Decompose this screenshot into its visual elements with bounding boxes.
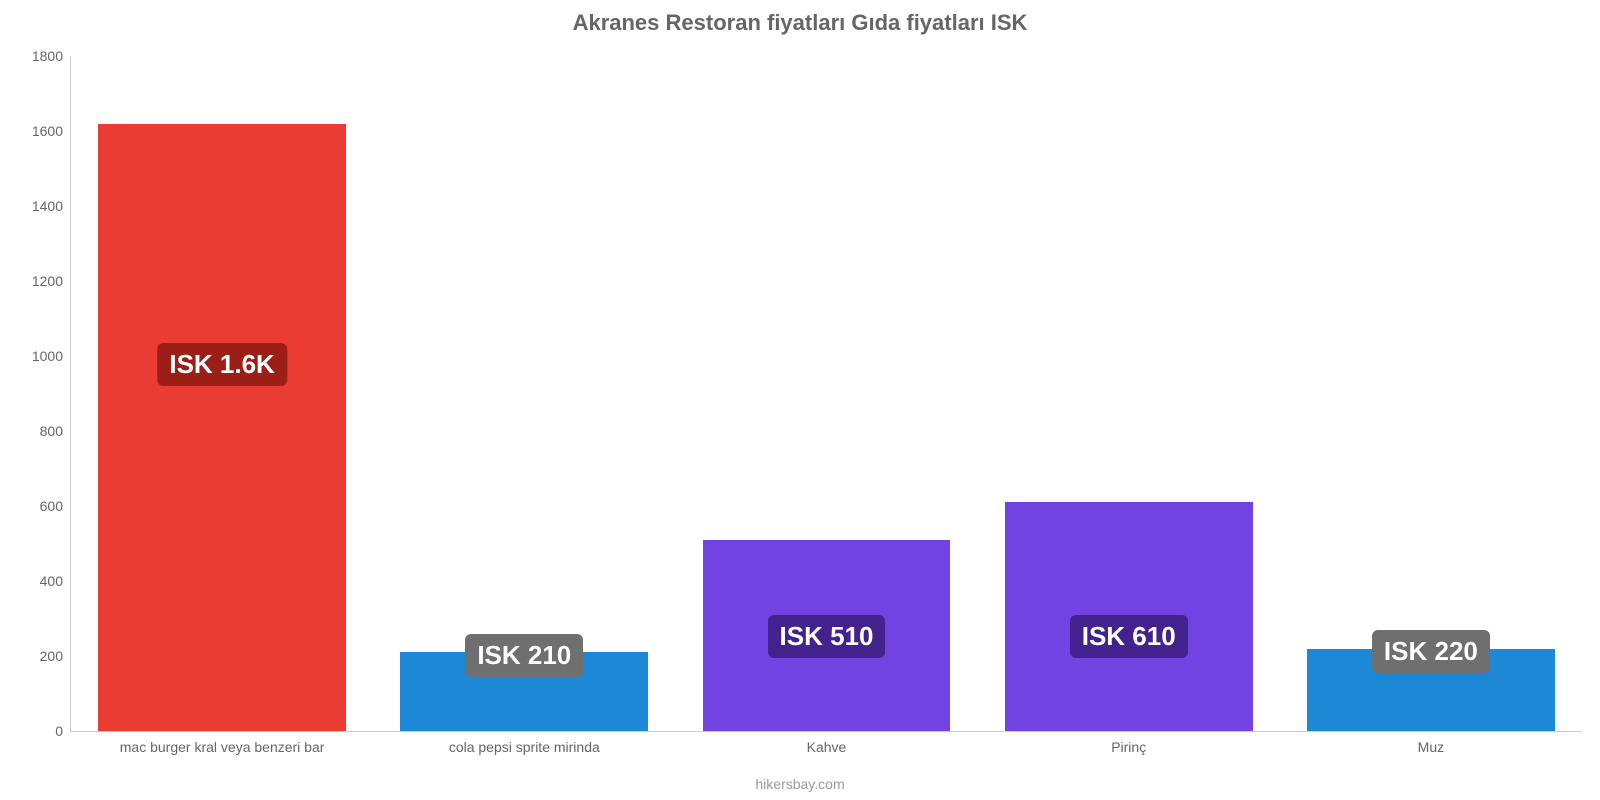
value-badge: ISK 610 (1070, 615, 1188, 658)
y-tick-label: 400 (40, 573, 71, 589)
x-tick-label: Muz (1418, 731, 1444, 755)
y-tick-label: 1600 (32, 123, 71, 139)
y-tick-label: 600 (40, 498, 71, 514)
bar-slot: ISK 510Kahve (675, 56, 977, 731)
x-tick-label: mac burger kral veya benzeri bar (120, 731, 325, 755)
bar-slot: ISK 610Pirinç (978, 56, 1280, 731)
x-tick-label: Pirinç (1111, 731, 1146, 755)
value-badge: ISK 510 (768, 615, 886, 658)
y-tick-label: 1800 (32, 48, 71, 64)
y-tick-label: 1200 (32, 273, 71, 289)
bar-chart: Akranes Restoran fiyatları Gıda fiyatlar… (0, 0, 1600, 800)
y-tick-label: 800 (40, 423, 71, 439)
y-tick-label: 1400 (32, 198, 71, 214)
y-tick-label: 1000 (32, 348, 71, 364)
bar-slot: ISK 220Muz (1280, 56, 1582, 731)
bar-slot: ISK 210cola pepsi sprite mirinda (373, 56, 675, 731)
y-tick-label: 0 (55, 723, 71, 739)
value-badge: ISK 210 (465, 634, 583, 677)
value-badge: ISK 220 (1372, 630, 1490, 673)
x-tick-label: cola pepsi sprite mirinda (449, 731, 600, 755)
value-badge: ISK 1.6K (157, 343, 287, 386)
y-tick-label: 200 (40, 648, 71, 664)
x-tick-label: Kahve (807, 731, 847, 755)
bar (98, 124, 346, 732)
chart-title: Akranes Restoran fiyatları Gıda fiyatlar… (0, 0, 1600, 36)
bars-container: ISK 1.6Kmac burger kral veya benzeri bar… (71, 56, 1582, 731)
credit-text: hikersbay.com (755, 776, 844, 792)
bar-slot: ISK 1.6Kmac burger kral veya benzeri bar (71, 56, 373, 731)
plot-area: ISK 1.6Kmac burger kral veya benzeri bar… (70, 56, 1582, 732)
